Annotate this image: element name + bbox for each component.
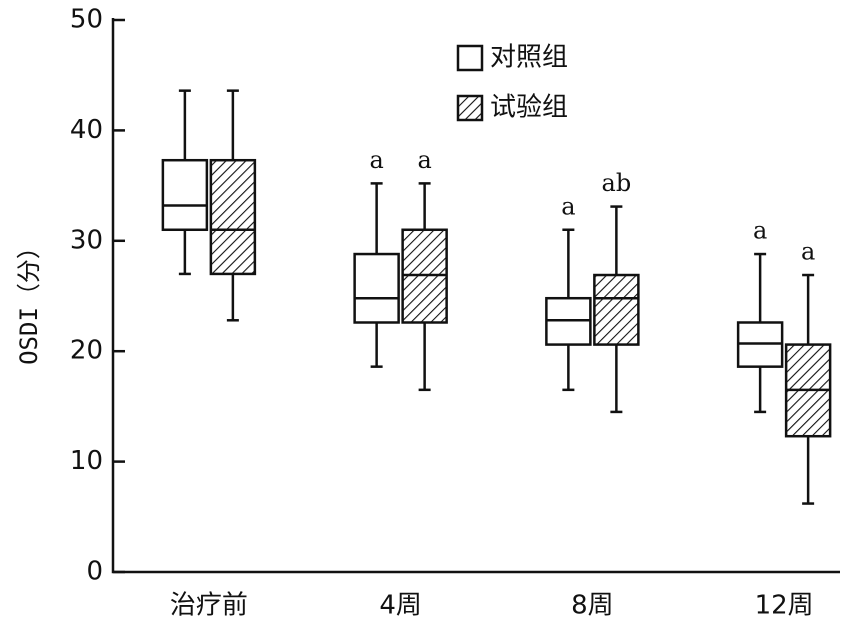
annotation: ab: [602, 169, 632, 197]
x-tick-label: 治疗前: [170, 591, 248, 621]
box: [161, 158, 209, 232]
y-tick-label: 10: [70, 446, 103, 476]
legend-label: 试验组: [490, 93, 568, 123]
annotation: a: [561, 192, 575, 220]
legend-label: 对照组: [490, 43, 568, 73]
box: [353, 252, 400, 324]
legend-swatch: [456, 94, 484, 122]
annotation: a: [801, 238, 815, 266]
y-tick-label: 40: [70, 115, 103, 145]
annotation: a: [417, 146, 431, 174]
legend-swatch: [456, 44, 484, 72]
annotation: a: [753, 217, 767, 245]
x-tick-label: 12周: [755, 591, 814, 621]
box: [209, 158, 257, 276]
y-axis-label: OSDI（分）: [15, 235, 43, 365]
y-tick-label: 30: [70, 225, 103, 255]
y-tick-label: 50: [70, 5, 103, 35]
annotation: a: [369, 146, 383, 174]
x-tick-label: 8周: [571, 591, 614, 621]
box: [593, 273, 640, 346]
x-tick-label: 4周: [379, 591, 422, 621]
y-tick-label: 0: [86, 557, 103, 587]
y-tick-label: 20: [70, 336, 103, 366]
